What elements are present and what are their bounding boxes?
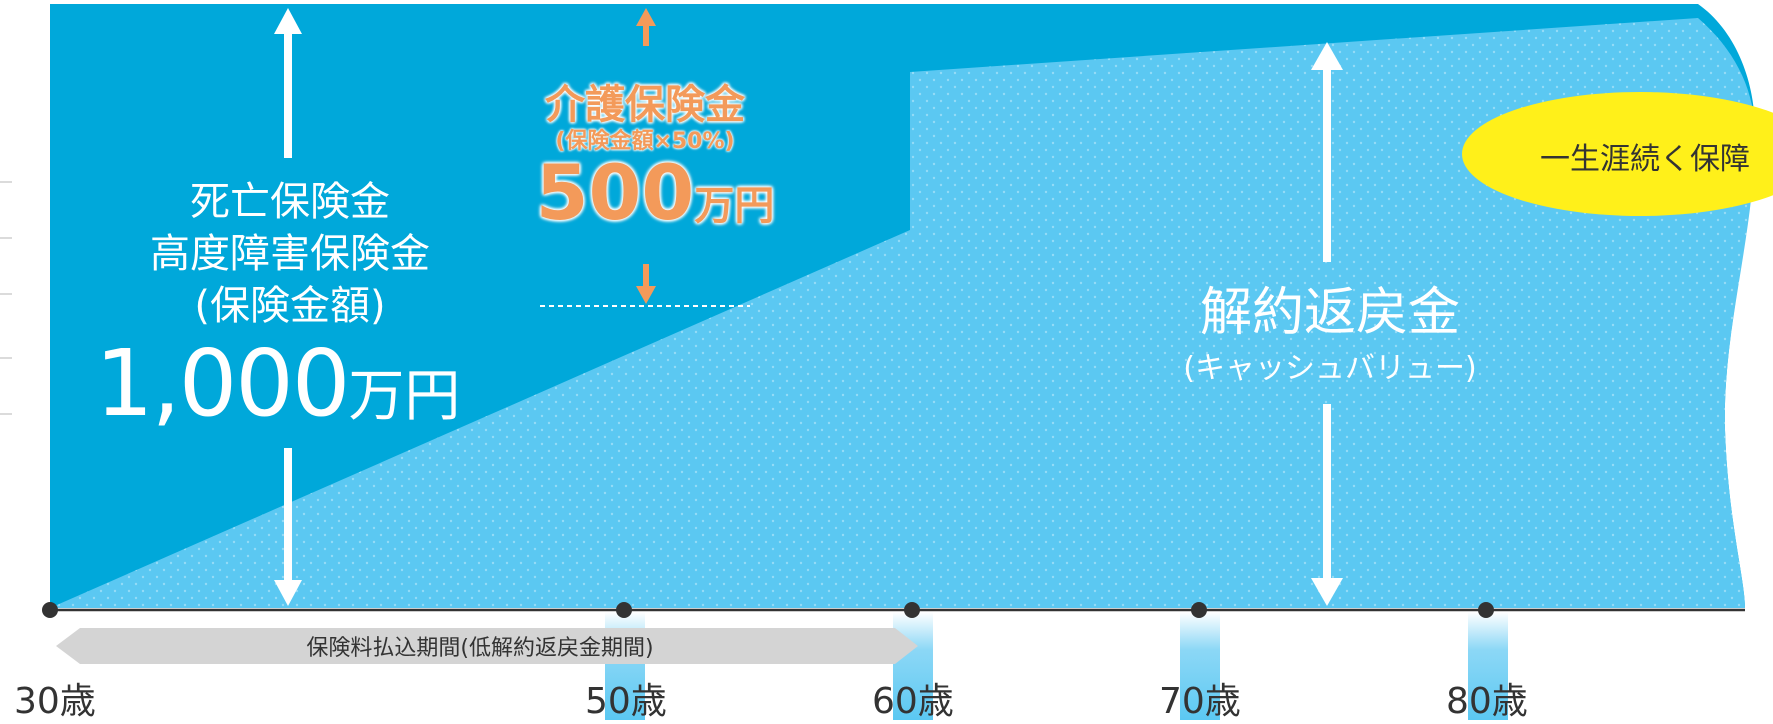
age-label-60: 60歳: [872, 681, 954, 722]
care-benefit-amount-value: 500: [535, 148, 695, 237]
age-label-70: 70歳: [1159, 681, 1241, 722]
cash-value-sublabel: (キャッシュバリュー): [1183, 351, 1477, 386]
age-label-80: 80歳: [1446, 681, 1528, 722]
care-benefit-down-arrow: [636, 264, 656, 304]
age-highlight-80: [1468, 612, 1508, 720]
death-benefit-line2: 高度障害保険金: [150, 231, 430, 277]
death-benefit-line3: (保険金額): [194, 283, 386, 329]
death-benefit-down-arrow: [274, 448, 302, 606]
care-benefit-label: 介護保険金: [545, 82, 745, 128]
care-benefit-percentage: (保険金額×50%): [555, 129, 735, 154]
cash-value-down-arrow: [1311, 404, 1343, 606]
care-benefit-up-arrow: [636, 8, 656, 46]
lifetime-coverage-text: 一生涯続く保障: [1540, 142, 1750, 177]
death-benefit-line1: 死亡保険金: [190, 179, 390, 225]
left-tick-marks: [0, 181, 12, 415]
axis-point-50: [616, 602, 632, 618]
payment-period-bar: [56, 628, 918, 664]
death-benefit-amount-value: 1,000: [95, 330, 350, 437]
axis-point-70: [1191, 602, 1207, 618]
age-highlight-70: [1180, 612, 1220, 720]
death-benefit-label: 死亡保険金 高度障害保険金 (保険金額): [120, 176, 460, 332]
payment-period-label: 保険料払込期間(低解約返戻金期間): [306, 636, 654, 661]
lifetime-coverage-badge: [1462, 92, 1773, 216]
cash-value-label: 解約返戻金: [1199, 283, 1460, 343]
death-benefit-amount-unit: 万円: [348, 364, 461, 429]
age-highlight-60: [893, 612, 933, 720]
care-benefit-amount-unit: 万円: [694, 183, 775, 229]
age-label-50: 50歳: [585, 681, 667, 722]
axis-point-80: [1478, 602, 1494, 618]
axis-point-30: [42, 602, 58, 618]
age-label-30: 30歳: [14, 681, 96, 722]
death-benefit-amount: 1,000万円: [95, 330, 515, 437]
care-benefit-amount: 500万円: [505, 148, 805, 237]
axis-point-60: [904, 602, 920, 618]
cash-value-up-arrow: [1311, 42, 1343, 262]
death-benefit-up-arrow: [274, 8, 302, 158]
